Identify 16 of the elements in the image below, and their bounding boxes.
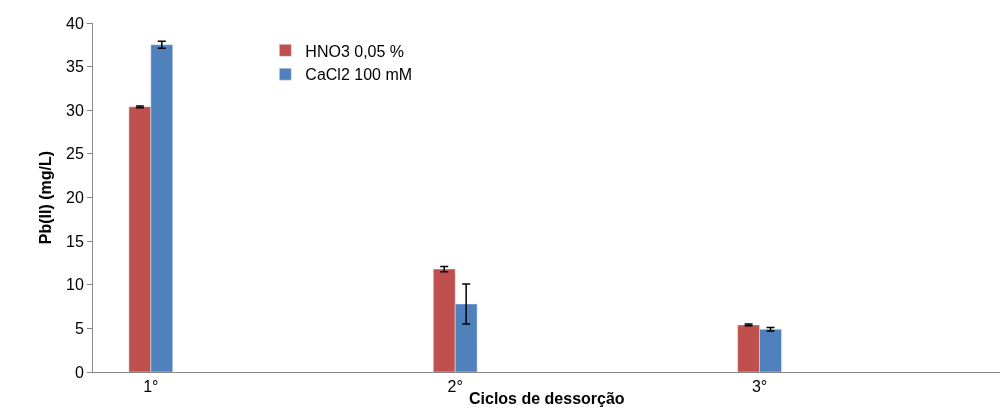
legend-label: HNO3 0,05 % (305, 42, 405, 60)
x-tick-label: 1° (143, 378, 159, 396)
y-tick-label: 40 (66, 14, 84, 32)
y-tick-label: 15 (66, 232, 84, 250)
y-tick-label: 10 (66, 276, 84, 294)
x-axis-title: Ciclos de dessorção (469, 390, 625, 407)
x-tick-label: 3° (751, 378, 768, 396)
y-axis-title: Pb(II) (mg/L) (36, 150, 54, 245)
y-tick-label: 25 (66, 145, 84, 163)
y-tick-label: 20 (66, 189, 84, 207)
y-tick-label: 35 (66, 58, 84, 76)
y-tick-label: 30 (66, 101, 84, 119)
y-tick-label: 5 (74, 319, 84, 337)
x-tick-label: 2° (447, 378, 463, 396)
y-tick-label: 0 (74, 363, 84, 381)
legend-label: CaCl2 100 mM (305, 66, 413, 84)
